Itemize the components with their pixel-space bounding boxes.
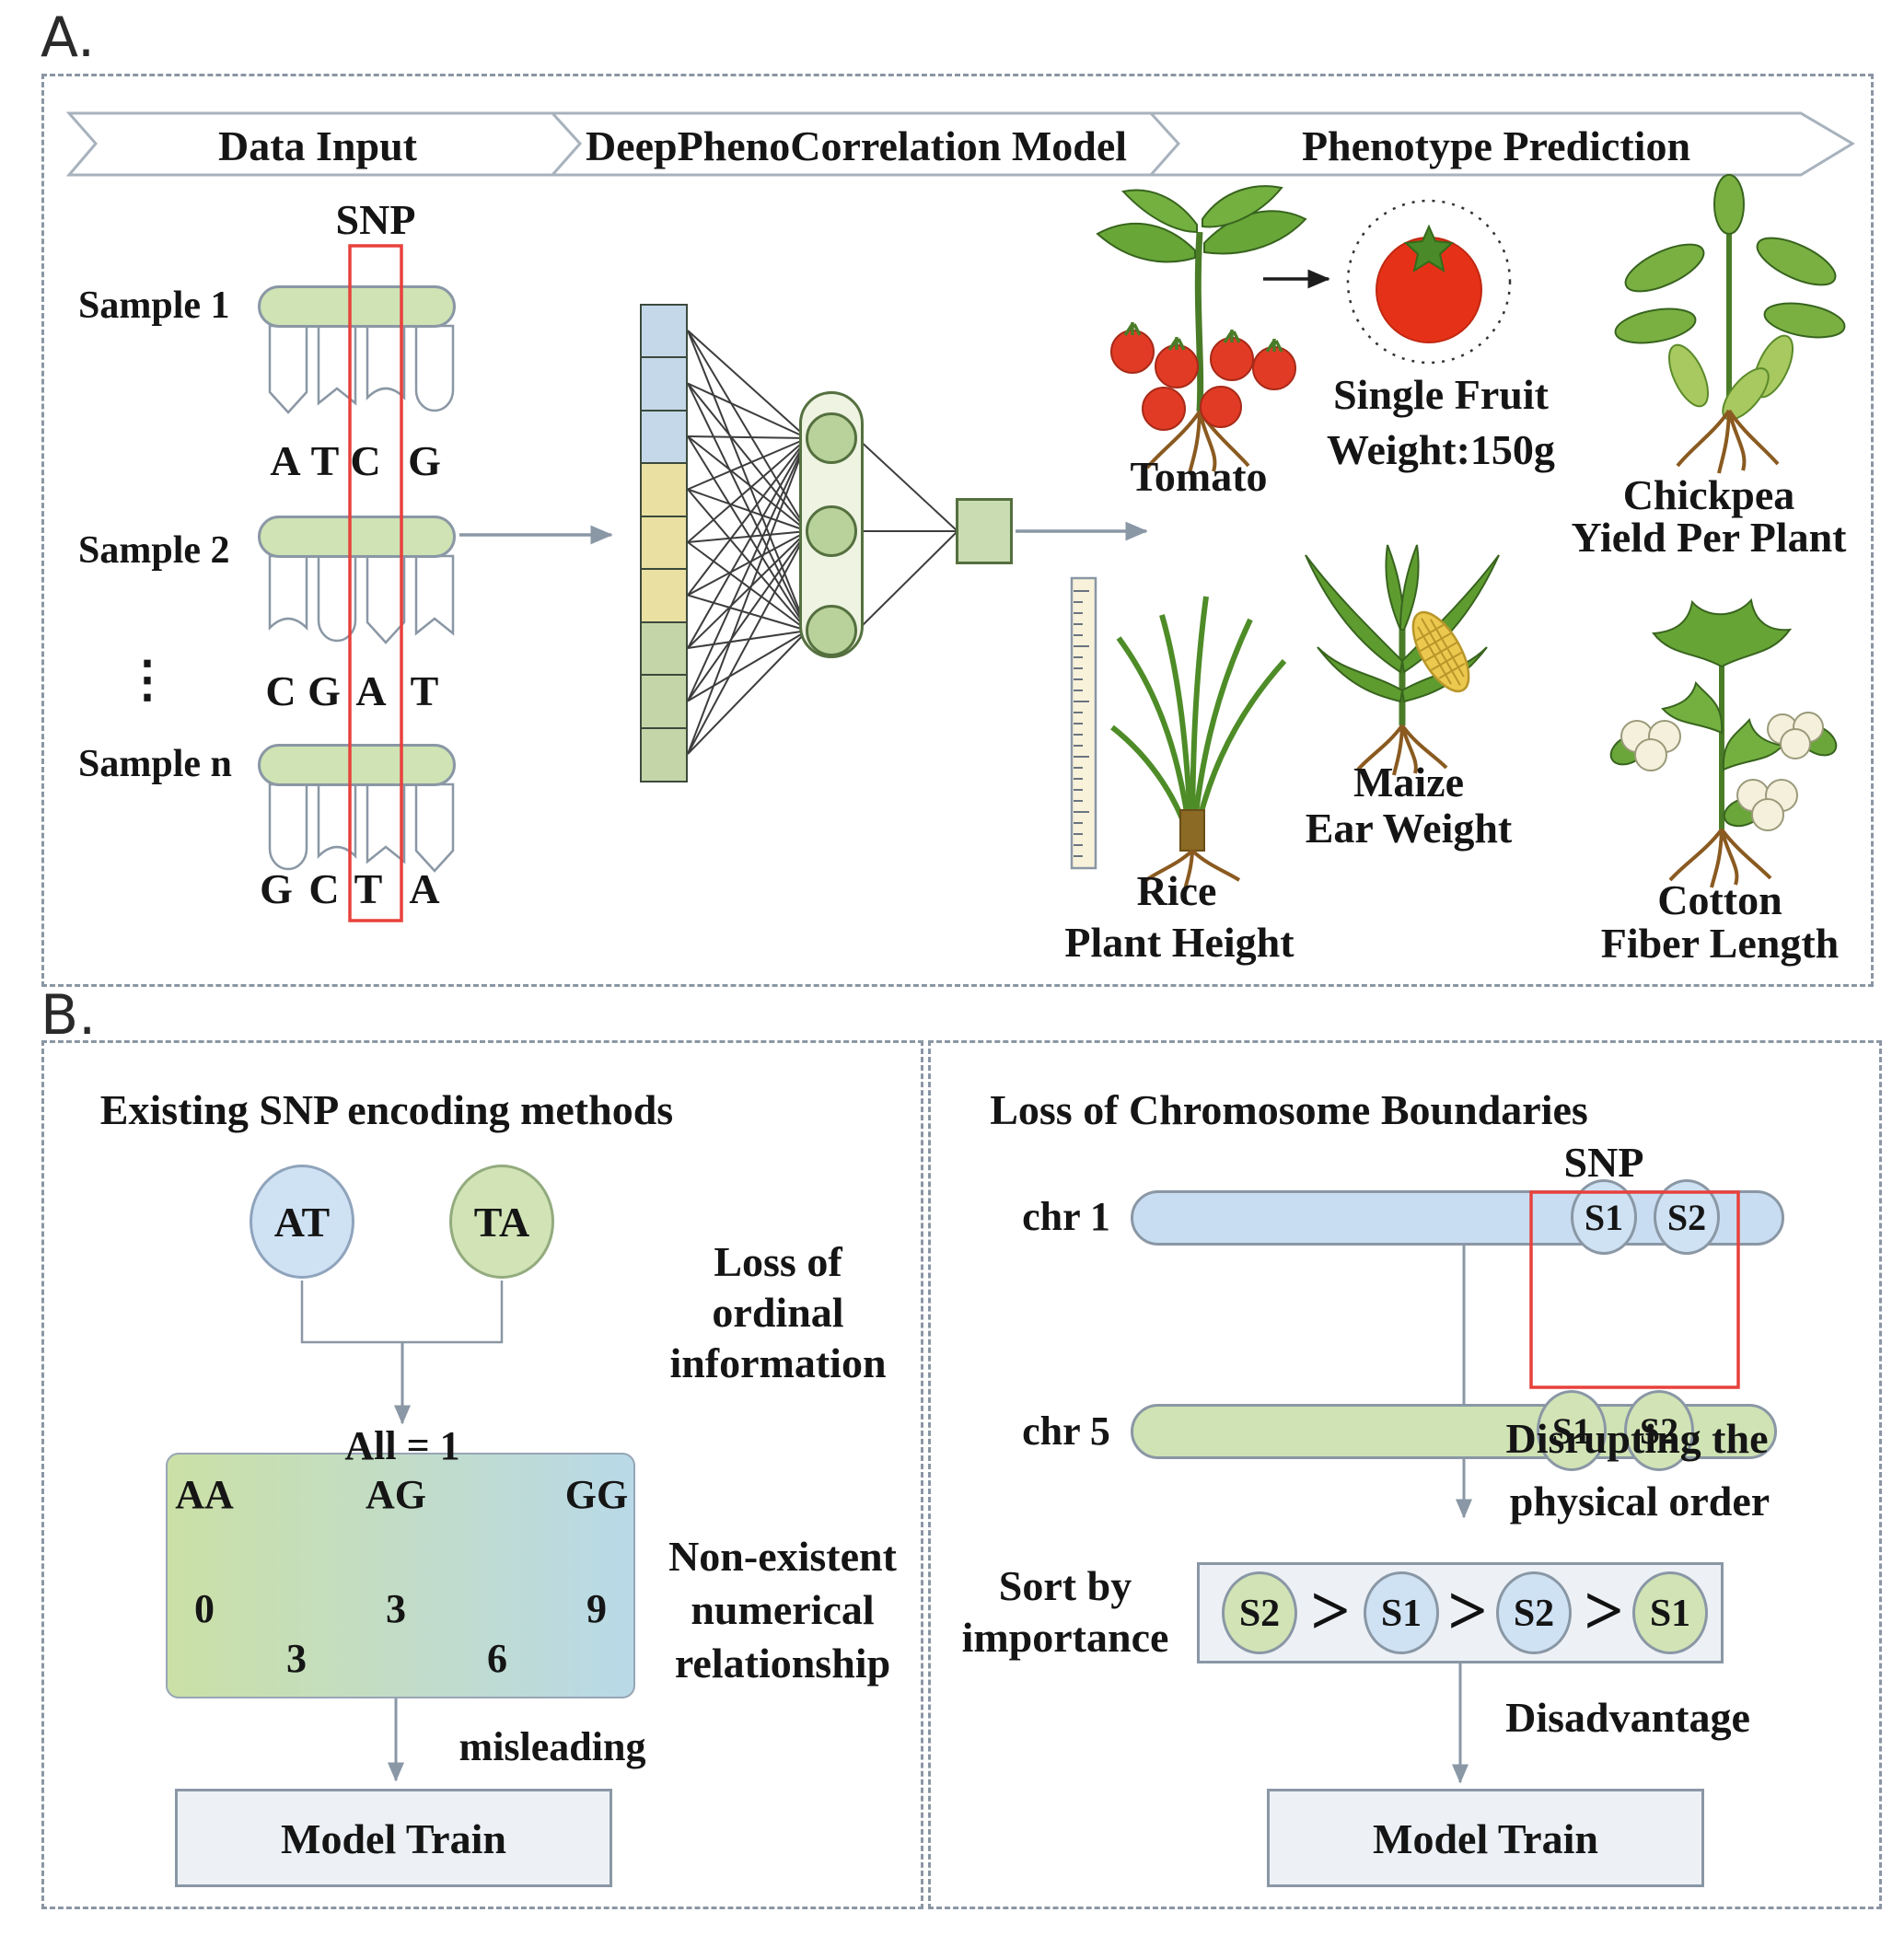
sorted-snp-2: S1 <box>1364 1571 1439 1654</box>
sample2-base-3: A <box>355 667 387 714</box>
input-cell-8 <box>640 674 688 729</box>
allele-ta-bubble: TA <box>449 1165 554 1279</box>
single-fruit-line2: Weight:150g <box>1327 426 1555 473</box>
loss-ordinal-line3: information <box>669 1339 887 1386</box>
sample2-base-1: C <box>265 667 296 714</box>
hidden-node-2 <box>806 505 857 557</box>
sample1-base-2: T <box>310 437 340 484</box>
chr5-label: chr 5 <box>1022 1408 1110 1454</box>
nonexistent-line1: Non-existent <box>668 1533 897 1580</box>
sample1-base-4: G <box>408 437 441 484</box>
sample1-chromosome <box>258 285 456 328</box>
banner-step-model: DeepPhenoCorrelation Model <box>585 122 1128 169</box>
input-cell-9 <box>640 727 688 782</box>
sort-by-line1: Sort by <box>998 1562 1132 1609</box>
tomato-label: Tomato <box>1130 453 1268 500</box>
input-cell-5 <box>640 516 688 571</box>
sample2-base-4: T <box>410 667 439 714</box>
gt-symbol-3: > <box>1584 1572 1624 1650</box>
chr1-label: chr 1 <box>1022 1194 1110 1239</box>
sorted-snp-4: S1 <box>1632 1571 1708 1654</box>
allele-at-bubble: AT <box>250 1165 354 1279</box>
sample2-base-2: G <box>308 667 341 714</box>
panel-a-border <box>41 74 1874 987</box>
input-cell-1 <box>640 304 688 359</box>
code-9: 9 <box>586 1586 607 1631</box>
disrupt-line2: physical order <box>1509 1478 1770 1524</box>
model-train-box-right: Model Train <box>1267 1789 1704 1887</box>
banner-step-prediction: Phenotype Prediction <box>1301 122 1691 169</box>
loss-ordinal-line1: Loss of <box>714 1238 842 1285</box>
output-node <box>956 498 1013 564</box>
sample2-chromosome <box>258 516 456 558</box>
chickpea-label: Chickpea <box>1622 471 1795 518</box>
samples-ellipsis: ⋮ <box>122 652 172 707</box>
sorted-snp-3: S2 <box>1496 1571 1572 1654</box>
genotype-aa: AA <box>175 1472 234 1517</box>
average-3: 3 <box>286 1636 307 1681</box>
sample1-base-3: C <box>350 437 381 484</box>
panel-b-label: B. <box>41 983 97 1048</box>
all-equals-label: All = 1 <box>344 1423 460 1468</box>
panel-b-right-border <box>928 1040 1882 1909</box>
cotton-label: Cotton <box>1657 876 1782 923</box>
input-cell-3 <box>640 410 688 465</box>
chr1-snp-s1: S1 <box>1571 1179 1637 1255</box>
nonexistent-line2: numerical <box>691 1586 875 1633</box>
snp-label-b: SNP <box>1563 1139 1644 1186</box>
samplen-label: Sample n <box>78 743 232 785</box>
misleading-label: misleading <box>459 1724 646 1769</box>
encoding-panel-title: Existing SNP encoding methods <box>99 1086 674 1133</box>
samplen-base-3: T <box>354 865 383 912</box>
code-0: 0 <box>194 1586 215 1631</box>
sort-by-line2: importance <box>961 1614 1169 1661</box>
chr1-snp-s2: S2 <box>1654 1179 1720 1255</box>
input-cell-7 <box>640 621 688 677</box>
genotype-ag: AG <box>366 1472 426 1517</box>
single-fruit-line1: Single Fruit <box>1333 371 1549 418</box>
snp-label: SNP <box>335 196 416 243</box>
sample1-label: Sample 1 <box>78 284 230 327</box>
genotype-gg: GG <box>564 1472 629 1517</box>
samplen-chromosome <box>258 744 456 786</box>
hidden-node-1 <box>806 412 857 464</box>
average-6: 6 <box>487 1636 507 1681</box>
samplen-base-2: C <box>308 865 340 912</box>
input-cell-4 <box>640 462 688 517</box>
input-cell-2 <box>640 356 688 412</box>
hidden-node-3 <box>806 605 857 656</box>
nonexistent-line3: relationship <box>674 1640 891 1687</box>
maize-trait: Ear Weight <box>1305 805 1513 852</box>
disrupt-line1: Disrupting the <box>1505 1415 1769 1462</box>
chr5-snp-s2: S2 <box>1624 1390 1694 1471</box>
model-train-box-left: Model Train <box>175 1789 612 1887</box>
sample1-base-1: A <box>270 437 301 484</box>
panel-a-label: A. <box>41 6 96 70</box>
chr5-snp-s1: S1 <box>1537 1390 1607 1471</box>
input-cell-6 <box>640 568 688 623</box>
cotton-trait: Fiber Length <box>1600 920 1840 967</box>
sorted-snp-1: S2 <box>1222 1571 1297 1654</box>
boundary-panel-title: Loss of Chromosome Boundaries <box>990 1086 1588 1133</box>
gt-symbol-1: > <box>1310 1572 1351 1650</box>
gt-symbol-2: > <box>1447 1572 1488 1650</box>
sample2-label: Sample 2 <box>78 529 230 572</box>
rice-trait: Plant Height <box>1064 919 1294 966</box>
samplen-base-4: A <box>409 865 440 912</box>
chickpea-trait: Yield Per Plant <box>1571 514 1847 561</box>
banner-step-data-input: Data Input <box>217 122 418 169</box>
panel-b-left-border <box>41 1040 923 1909</box>
loss-ordinal-line2: ordinal <box>712 1289 844 1336</box>
disadvantage-label: Disadvantage <box>1505 1694 1750 1741</box>
rice-label: Rice <box>1136 867 1217 914</box>
samplen-base-1: G <box>260 865 293 912</box>
code-3: 3 <box>386 1586 406 1631</box>
maize-label: Maize <box>1353 759 1465 806</box>
